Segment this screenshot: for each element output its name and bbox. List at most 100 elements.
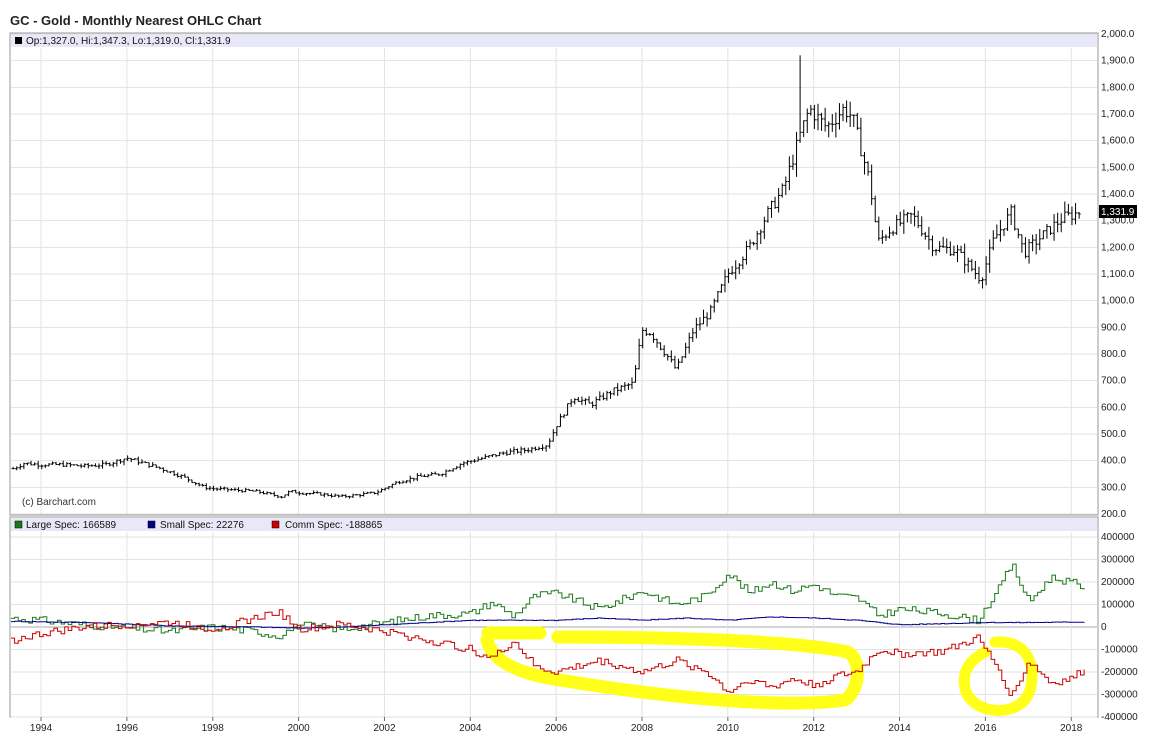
ohlc-bar	[83, 463, 87, 468]
ohlc-bar	[787, 156, 791, 191]
ohlc-bar	[791, 154, 795, 170]
ohlc-bar	[934, 248, 938, 256]
ohlc-bar	[86, 462, 90, 469]
legend-small-spec: Small Spec: 22276	[160, 520, 244, 531]
ohlc-bar	[995, 224, 999, 239]
ohlc-bar	[326, 493, 330, 497]
ohlc-bar	[340, 494, 344, 497]
ohlc-bar	[562, 414, 566, 419]
ohlc-bar	[286, 490, 291, 497]
ohlc-bar	[923, 231, 927, 240]
cot-tick-label: -300000	[1101, 690, 1138, 701]
cot-tick-label: 200000	[1101, 577, 1135, 588]
ohlc-bar	[616, 383, 620, 396]
ohlc-bar	[36, 460, 40, 470]
ohlc-bar	[762, 216, 766, 240]
ohlc-bar	[501, 451, 505, 456]
price-tick-label: 600.0	[1101, 402, 1126, 413]
ohlc-bar	[1073, 203, 1078, 225]
ohlc-bar	[476, 456, 480, 462]
price-legend-text: Op:1,327.0, Hi:1,347.3, Lo:1,319.0, Cl:1…	[26, 36, 231, 47]
ohlc-bar	[415, 473, 419, 482]
ohlc-bar	[669, 350, 673, 363]
last-value-label: 1,331.9	[1101, 207, 1135, 218]
ohlc-bar	[490, 454, 495, 458]
ohlc-bar	[565, 403, 570, 416]
ohlc-bar	[204, 483, 208, 491]
price-tick-label: 1,700.0	[1101, 109, 1135, 120]
ohlc-bar	[558, 413, 563, 428]
cot-series-comm-spec	[11, 609, 1085, 696]
ohlc-bar	[372, 491, 377, 495]
ohlc-bar	[433, 471, 437, 475]
ohlc-bar	[1031, 234, 1035, 252]
ohlc-bar	[498, 451, 502, 457]
ohlc-bar	[866, 161, 870, 176]
ohlc-bar	[583, 398, 588, 405]
ohlc-bar	[401, 480, 405, 484]
ohlc-bar	[61, 460, 65, 467]
ohlc-bar	[719, 283, 724, 293]
ohlc-bar	[605, 390, 609, 401]
ohlc-bar	[855, 112, 859, 130]
ohlc-bar	[58, 462, 62, 466]
chart-title: GC - Gold - Monthly Nearest OHLC Chart	[10, 13, 262, 28]
cot-lines	[11, 563, 1085, 696]
ohlc-bar	[891, 230, 895, 236]
ohlc-bar	[705, 312, 709, 327]
ohlc-bar	[387, 486, 391, 490]
ohlc-bar	[247, 488, 251, 491]
ohlc-bar	[276, 494, 280, 499]
price-tick-label: 200.0	[1101, 509, 1126, 520]
ohlc-bar	[938, 241, 942, 253]
x-tick-label: 2016	[974, 723, 997, 734]
ohlc-bar	[930, 235, 935, 257]
ohlc-bar	[494, 454, 498, 458]
ohlc-bar	[1045, 223, 1049, 239]
ohlc-bar	[319, 492, 323, 496]
cot-tick-label: 400000	[1101, 532, 1135, 543]
ohlc-bar	[777, 187, 781, 213]
ohlc-bar	[347, 495, 351, 499]
ohlc-bar	[551, 429, 555, 442]
ohlc-bar	[648, 333, 652, 336]
ohlc-bar	[827, 121, 831, 138]
ohlc-bar	[569, 398, 573, 407]
cot-tick-label: -400000	[1101, 712, 1138, 723]
ohlc-bar	[1013, 204, 1017, 231]
ohlc-bar	[1063, 201, 1067, 224]
ohlc-bar	[390, 483, 394, 489]
ohlc-bar	[290, 490, 294, 493]
ohlc-bar	[959, 245, 963, 254]
ohlc-bar	[744, 240, 749, 265]
ohlc-bar	[941, 236, 945, 248]
cot-tick-label: -100000	[1101, 645, 1138, 656]
cot-tick-label: 300000	[1101, 555, 1135, 566]
x-tick-label: 2006	[545, 723, 568, 734]
price-tick-label: 1,400.0	[1101, 189, 1135, 200]
ohlc-bar	[1020, 234, 1024, 253]
cot-axis: 400000 300000 200000 100000 0 -100000 -200000 -…	[1101, 532, 1138, 723]
ohlc-bar	[158, 466, 162, 470]
ohlc-bar	[709, 304, 713, 320]
x-tick-label: 2012	[803, 723, 826, 734]
ohlc-bar	[397, 480, 402, 485]
price-tick-label: 700.0	[1101, 376, 1126, 387]
ohlc-bar	[823, 107, 827, 132]
ohlc-bar	[963, 243, 967, 274]
ohlc-bar	[870, 164, 874, 206]
x-tick-label: 2008	[631, 723, 654, 734]
ohlc-bar	[115, 459, 119, 467]
ohlc-bar	[1056, 212, 1060, 233]
ohlc-bar	[794, 131, 799, 177]
ohlc-bar	[641, 327, 645, 349]
ohlc-bar	[283, 494, 287, 498]
ohlc-bar	[845, 100, 849, 123]
ohlc-bar	[269, 492, 273, 495]
ohlc-bar	[651, 332, 656, 343]
cot-tick-label: 0	[1101, 622, 1107, 633]
ohlc-bar	[973, 260, 977, 280]
ohlc-bar	[505, 450, 509, 456]
ohlc-bar	[984, 256, 988, 286]
ohlc-bar	[1059, 213, 1063, 233]
